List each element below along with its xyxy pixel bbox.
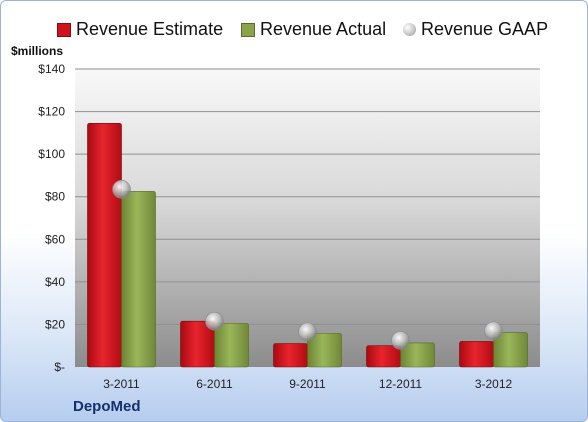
y-tick-label: $40: [45, 275, 65, 289]
bar-revenue-actual: [493, 332, 528, 368]
legend-item-revenue-actual: Revenue Actual: [241, 19, 386, 40]
y-tick-label: $60: [45, 232, 65, 246]
bar-revenue-estimate: [273, 343, 308, 368]
bar-revenue-estimate: [366, 345, 401, 368]
bar-revenue-actual: [400, 342, 435, 368]
legend-item-revenue-gaap: Revenue GAAP: [403, 19, 548, 40]
point-revenue-gaap: [205, 311, 224, 331]
bar-revenue-actual: [307, 333, 342, 368]
x-tick-label: 12-2011: [379, 377, 422, 391]
y-tick-label: $80: [45, 190, 65, 204]
y-tick-label: $20: [45, 317, 65, 331]
legend-swatch-revenue-actual: [241, 22, 255, 37]
x-tick-label: 3-2012: [475, 377, 513, 391]
legend-item-revenue-estimate: Revenue Estimate: [57, 19, 223, 40]
y-tick-label: $120: [38, 105, 65, 119]
legend-label-revenue-actual: Revenue Actual: [260, 19, 387, 39]
y-tick-label: $140: [38, 62, 65, 76]
legend: Revenue Estimate Revenue Actual Revenue …: [1, 11, 587, 47]
bar-revenue-actual: [214, 323, 249, 368]
y-tick-label: $100: [38, 147, 65, 161]
x-tick-label: 3-2011: [103, 377, 140, 391]
point-revenue-gaap: [484, 321, 503, 341]
bar-revenue-estimate: [459, 341, 494, 368]
y-axis-unit-label: $millions: [11, 44, 64, 58]
legend-label-revenue-estimate: Revenue Estimate: [76, 19, 224, 39]
company-name: DepoMed: [73, 398, 141, 415]
y-tick-label: $-: [54, 360, 65, 374]
point-revenue-gaap: [391, 331, 410, 350]
bar-revenue-estimate: [87, 122, 122, 368]
legend-label-revenue-gaap: Revenue GAAP: [421, 19, 549, 39]
point-revenue-gaap: [112, 179, 131, 199]
point-revenue-gaap: [298, 322, 317, 342]
legend-swatch-revenue-gaap: [403, 23, 416, 36]
x-tick-label: 6-2011: [196, 377, 233, 391]
legend-swatch-revenue-estimate: [57, 22, 71, 37]
bar-revenue-actual: [121, 191, 156, 368]
x-tick-label: 9-2011: [289, 377, 326, 391]
